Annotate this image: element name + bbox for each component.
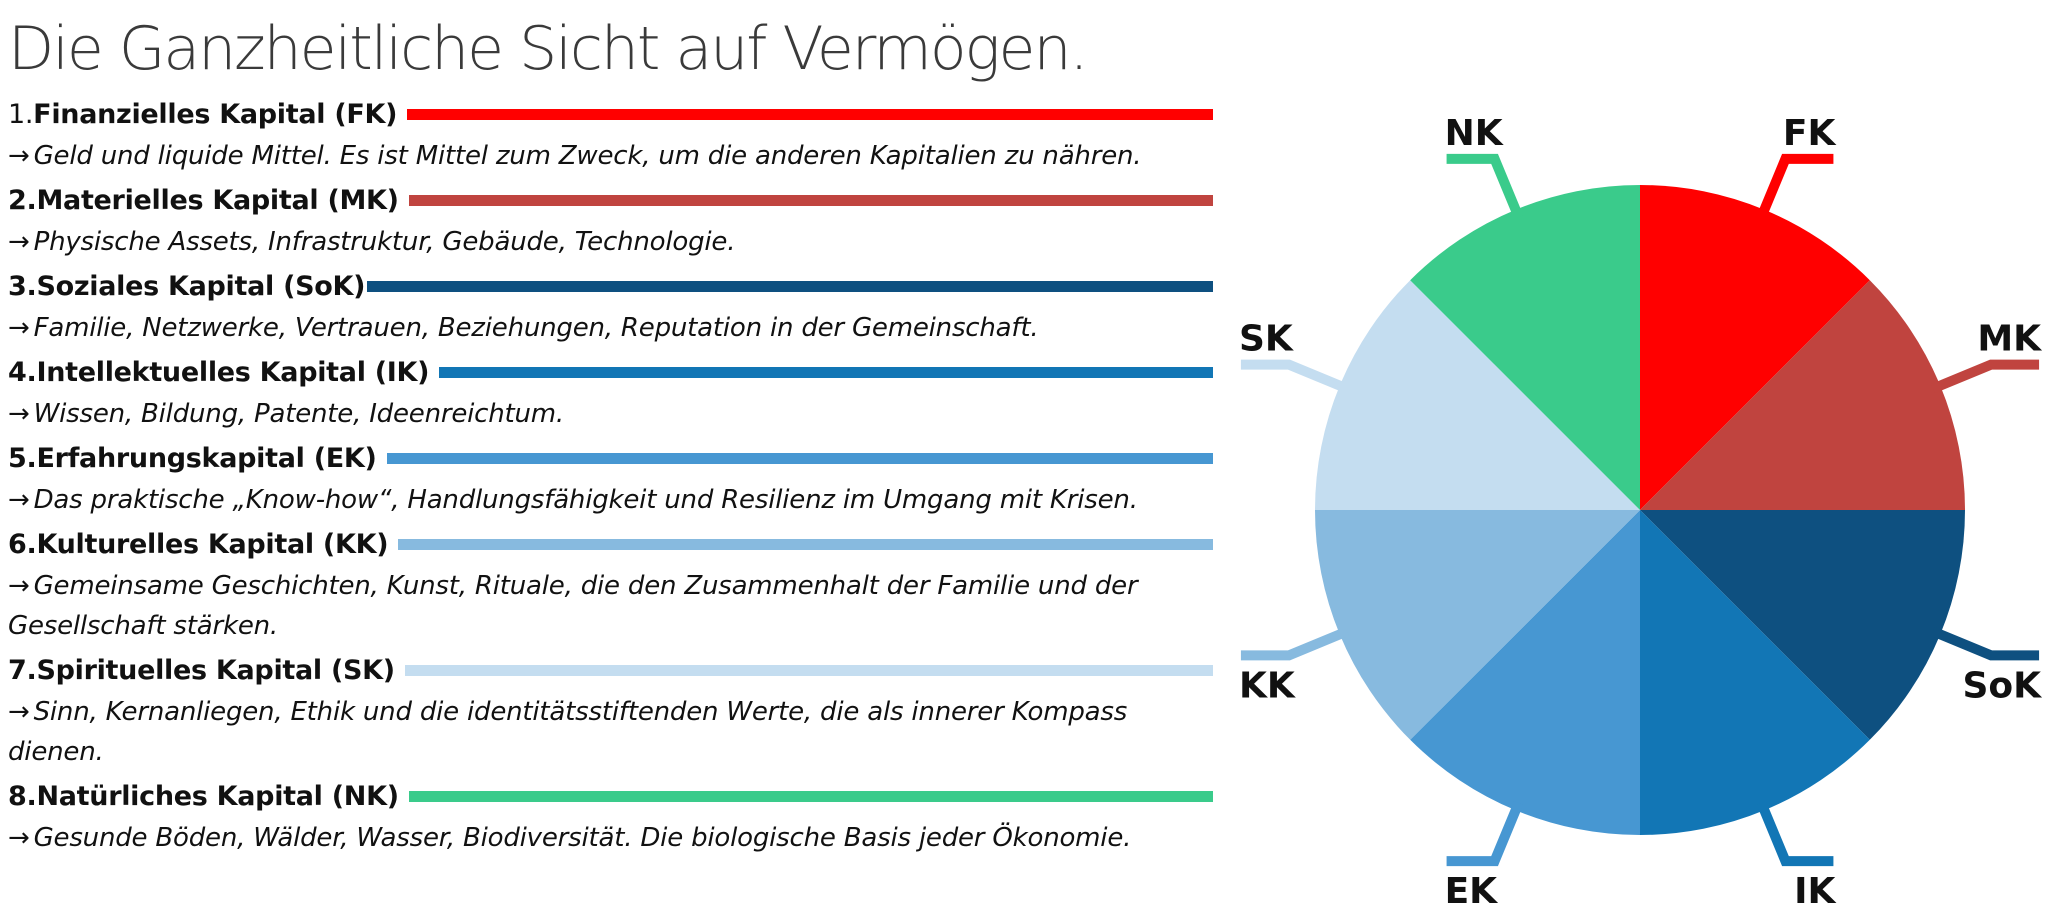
item-number: 2. (8, 184, 37, 216)
item-description: Gesunde Böden, Wälder, Wasser, Biodivers… (33, 823, 1132, 853)
item-heading: Materielles Kapital (MK) (36, 184, 399, 216)
arrow-icon: → (8, 227, 30, 257)
arrow-icon: → (8, 399, 30, 429)
list-item-sok: 3.Soziales Kapital (SoK) → Familie, Netzw… (8, 264, 1213, 348)
capital-wheel-diagram: FK MK SoK IK EK KK SK NK (1240, 113, 2042, 905)
color-bar-sk (404, 664, 1213, 676)
color-bar-mk (408, 194, 1213, 206)
arrow-icon: → (8, 823, 30, 853)
item-description: Sinn, Kernanliegen, Ethik und die identi… (8, 697, 1128, 767)
item-number: 5. (8, 442, 37, 474)
arrow-icon: → (8, 697, 30, 727)
item-description: Gemeinsame Geschichten, Kunst, Rituale, … (8, 571, 1138, 641)
item-number: 8. (8, 780, 37, 812)
item-description: Familie, Netzwerke, Vertrauen, Beziehung… (33, 313, 1039, 343)
arrow-icon: → (8, 141, 30, 171)
item-heading: Soziales Kapital (SoK) (36, 270, 366, 302)
item-number: 7. (8, 654, 37, 686)
color-bar-ik (439, 366, 1213, 378)
segment-label-mk: MK (1977, 319, 2042, 360)
item-description: Das praktische „Know-how“, Handlungsfähi… (33, 485, 1138, 515)
leader-line-sok (1930, 626, 2040, 661)
segment-label-kk: KK (1240, 665, 1296, 706)
list-item-ik: 4.Intellektuelles Kapital (IK) → Wissen, … (8, 350, 1213, 434)
list-item-nk: 8.Natürliches Kapital (NK) → Gesunde Böde… (8, 774, 1213, 858)
item-number: 1. (8, 98, 34, 130)
leader-line-kk (1240, 626, 1350, 661)
wheel-segment-sok (1640, 510, 1965, 740)
color-bar-kk (398, 538, 1213, 550)
arrow-icon: → (8, 485, 30, 515)
wheel-leaders (1240, 153, 2040, 867)
item-description: Physische Assets, Infrastruktur, Gebäude… (33, 227, 736, 257)
segment-label-ik: IK (1794, 871, 1836, 905)
list-item-fk: 1.Finanzielles Kapital (FK) → Geld und li… (8, 92, 1213, 176)
leader-line-sk (1240, 359, 1350, 394)
color-bar-nk (408, 790, 1213, 802)
item-description: Wissen, Bildung, Patente, Ideenreichtum. (33, 399, 565, 429)
page-title: Die Ganzheitliche Sicht auf Vermögen. (8, 14, 1089, 84)
item-description: Geld und liquide Mittel. Es ist Mittel z… (33, 141, 1142, 171)
list-item-kk: 6.Kulturelles Kapital (KK) → Gemeinsame G… (8, 522, 1213, 646)
color-bar-ek (386, 452, 1213, 464)
list-item-mk: 2.Materielles Kapital (MK) → Physische As… (8, 178, 1213, 262)
segment-label-ek: EK (1445, 871, 1499, 905)
segment-label-sok: SoK (1963, 665, 2043, 706)
item-number: 4. (8, 356, 37, 388)
arrow-icon: → (8, 313, 30, 343)
item-number: 3. (8, 270, 37, 302)
wheel-segments (1315, 185, 1965, 835)
item-heading: Intellektuelles Kapital (IK) (36, 356, 430, 388)
item-heading: Erfahrungskapital (EK) (36, 442, 377, 474)
leader-line-ek (1446, 800, 1524, 867)
wheel-segment-mk (1640, 280, 1965, 510)
wheel-segment-ik (1640, 510, 1870, 835)
segment-label-nk: NK (1445, 113, 1504, 154)
leader-line-ik (1756, 800, 1834, 867)
capital-list: 1.Finanzielles Kapital (FK) → Geld und li… (8, 92, 1213, 860)
list-item-sk: 7.Spirituelles Kapital (SK) → Sinn, Kerna… (8, 648, 1213, 772)
item-number: 6. (8, 528, 37, 560)
wheel-segment-sk (1315, 280, 1640, 510)
item-heading: Natürliches Kapital (NK) (36, 780, 399, 812)
color-bar-fk (407, 108, 1213, 120)
item-heading: Kulturelles Kapital (KK) (36, 528, 389, 560)
leader-line-mk (1930, 359, 2040, 394)
wheel-labels: FK MK SoK IK EK KK SK NK (1240, 113, 2042, 905)
wheel-segment-kk (1315, 510, 1640, 740)
wheel-segment-ek (1410, 510, 1640, 835)
item-heading: Spirituelles Kapital (SK) (36, 654, 395, 686)
arrow-icon: → (8, 571, 30, 601)
wheel-segment-nk (1410, 185, 1640, 510)
item-heading: Finanzielles Kapital (FK) (33, 98, 398, 130)
list-item-ek: 5.Erfahrungskapital (EK) → Das praktische… (8, 436, 1213, 520)
segment-label-sk: SK (1240, 319, 1294, 360)
leader-line-nk (1446, 153, 1524, 220)
wheel-segment-fk (1640, 185, 1870, 510)
color-bar-sok (367, 280, 1213, 292)
leader-line-fk (1756, 153, 1834, 220)
segment-label-fk: FK (1783, 113, 1837, 154)
